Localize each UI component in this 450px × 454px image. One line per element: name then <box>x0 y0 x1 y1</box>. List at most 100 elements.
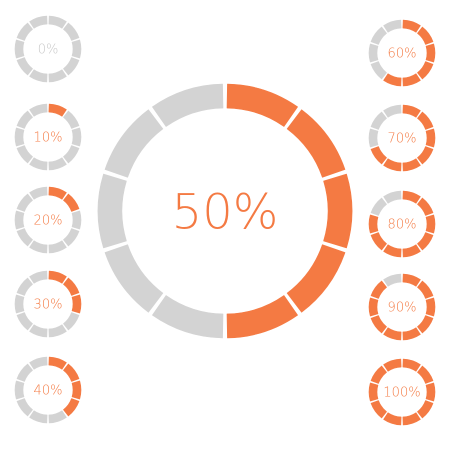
gauge-60-percent-segment-1 <box>402 19 421 33</box>
gauge-20-percent: 20% <box>14 186 82 254</box>
gauge-90-percent: 90% <box>368 273 436 341</box>
gauge-80-percent-segment-1 <box>402 190 421 204</box>
gauge-80-percent-segment-9 <box>370 197 387 216</box>
gauge-30-percent-segment-6 <box>29 324 48 338</box>
main-gauge-segment-9 <box>104 109 164 178</box>
gauge-70-percent-segment-3 <box>425 128 436 148</box>
gauge-60-percent-segment-6 <box>383 73 402 87</box>
gauge-100-percent-segment-10 <box>383 358 402 372</box>
gauge-60-percent-segment-4 <box>417 61 434 80</box>
gauge-0-percent-segment-9 <box>16 22 33 41</box>
gauge-20-percent-segment-8 <box>14 210 25 230</box>
gauge-10-percent-label: 10% <box>34 131 63 146</box>
main-gauge-segment-5 <box>226 295 298 339</box>
gauge-100-percent-segment-1 <box>402 358 421 372</box>
gauge-60-percent-segment-10 <box>383 19 402 33</box>
gauge-10-percent-segment-2 <box>63 110 80 129</box>
gauge-40-percent-segment-7 <box>16 398 33 417</box>
gauge-20-percent-segment-5 <box>48 240 67 254</box>
gauge-90-percent-segment-6 <box>383 327 402 341</box>
gauge-40-percent: 40% <box>14 356 82 424</box>
gauge-70-percent-segment-1 <box>402 104 421 118</box>
gauge-90-percent-segment-4 <box>417 315 434 334</box>
gauge-80-percent-segment-4 <box>417 232 434 251</box>
gauge-10-percent-segment-7 <box>16 145 33 164</box>
gauge-80-percent-segment-3 <box>425 214 436 234</box>
gauge-40-percent-label: 40% <box>34 384 63 399</box>
gauge-0-percent-segment-8 <box>14 39 25 59</box>
main-gauge-segment-7 <box>104 244 164 313</box>
gauge-0-percent-segment-7 <box>16 57 33 76</box>
gauge-20-percent-segment-4 <box>63 228 80 247</box>
gauge-100-percent-segment-8 <box>368 382 379 402</box>
gauge-80-percent-segment-7 <box>370 232 387 251</box>
gauge-0-percent-label: 0% <box>38 43 59 58</box>
gauge-100-percent: 100% <box>368 358 436 426</box>
gauge-40-percent-segment-2 <box>63 363 80 382</box>
gauge-100-percent-segment-9 <box>370 365 387 384</box>
gauge-80-percent-segment-8 <box>368 214 379 234</box>
gauge-70-percent-segment-6 <box>383 158 402 172</box>
gauge-60-percent-segment-9 <box>370 26 387 45</box>
gauge-10-percent-segment-3 <box>71 127 82 147</box>
gauge-80-percent-segment-2 <box>417 197 434 216</box>
gauge-80-percent-segment-6 <box>383 244 402 258</box>
gauge-0-percent-segment-10 <box>29 15 48 29</box>
gauge-80-percent-label: 80% <box>388 218 417 233</box>
main-gauge-segment-6 <box>152 295 224 339</box>
gauge-10-percent-segment-9 <box>16 110 33 129</box>
gauge-10-percent-segment-4 <box>63 145 80 164</box>
gauge-60-percent: 60% <box>368 19 436 87</box>
main-gauge-segment-2 <box>286 109 346 178</box>
main-gauge-segment-1 <box>226 83 298 127</box>
gauge-30-percent-segment-10 <box>29 270 48 284</box>
gauge-40-percent-segment-1 <box>48 356 67 370</box>
gauge-90-percent-segment-5 <box>402 327 421 341</box>
gauge-0-percent-segment-6 <box>29 69 48 83</box>
gauge-90-percent-segment-7 <box>370 315 387 334</box>
gauge-40-percent-segment-4 <box>63 398 80 417</box>
gauge-30-percent-segment-2 <box>63 277 80 296</box>
gauge-20-percent-segment-1 <box>48 186 67 200</box>
gauge-90-percent-segment-3 <box>425 297 436 317</box>
gauge-90-percent-segment-10 <box>383 273 402 287</box>
gauge-90-percent-label: 90% <box>388 301 417 316</box>
gauge-60-percent-segment-2 <box>417 26 434 45</box>
gauge-60-percent-segment-8 <box>368 43 379 63</box>
gauge-80-percent-segment-5 <box>402 244 421 258</box>
gauge-10-percent-segment-8 <box>14 127 25 147</box>
gauge-60-percent-segment-7 <box>370 61 387 80</box>
gauge-10-percent-segment-1 <box>48 103 67 117</box>
gauge-70-percent-segment-2 <box>417 111 434 130</box>
gauge-10-percent-segment-5 <box>48 157 67 171</box>
gauge-70-percent-segment-10 <box>383 104 402 118</box>
gauge-30-percent-segment-3 <box>71 294 82 314</box>
gauge-0-percent-segment-1 <box>48 15 67 29</box>
gauge-10-percent-segment-10 <box>29 103 48 117</box>
gauge-90-percent-segment-2 <box>417 280 434 299</box>
gauge-30-percent-segment-5 <box>48 324 67 338</box>
gauge-0-percent-segment-5 <box>48 69 67 83</box>
main-gauge-segment-3 <box>323 173 353 249</box>
gauge-30-percent-label: 30% <box>34 298 63 313</box>
gauge-30-percent: 30% <box>14 270 82 338</box>
gauge-20-percent-label: 20% <box>34 214 63 229</box>
gauge-90-percent-segment-8 <box>368 297 379 317</box>
gauge-40-percent-segment-5 <box>48 410 67 424</box>
gauge-40-percent-segment-10 <box>29 356 48 370</box>
main-gauge-label: 50% <box>172 184 279 240</box>
gauge-30-percent-segment-1 <box>48 270 67 284</box>
gauge-70-percent-label: 70% <box>388 132 417 147</box>
gauge-60-percent-segment-3 <box>425 43 436 63</box>
main-gauge-segment-4 <box>286 244 346 313</box>
gauge-0-percent-segment-3 <box>71 39 82 59</box>
gauge-40-percent-segment-6 <box>29 410 48 424</box>
gauge-100-percent-segment-3 <box>425 382 436 402</box>
gauge-70-percent-segment-8 <box>368 128 379 148</box>
gauge-10-percent: 10% <box>14 103 82 171</box>
gauge-20-percent-segment-9 <box>16 193 33 212</box>
gauge-60-percent-segment-5 <box>402 73 421 87</box>
gauge-60-percent-label: 60% <box>388 47 417 62</box>
gauge-100-percent-segment-6 <box>383 412 402 426</box>
